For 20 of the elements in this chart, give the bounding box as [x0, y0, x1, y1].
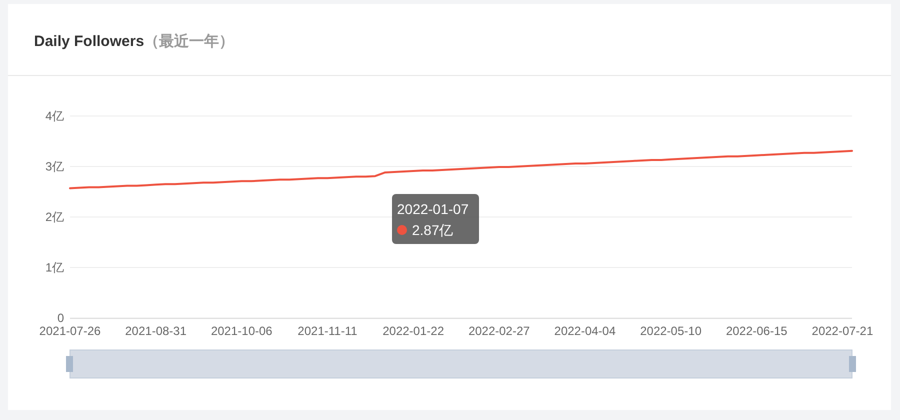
- x-tick-label: 2022-05-10: [640, 324, 702, 338]
- y-tick-label: 4亿: [45, 109, 64, 123]
- y-tick-label: 1亿: [45, 260, 64, 274]
- y-tick-label: 3亿: [45, 160, 64, 174]
- x-tick-label: 2021-07-26: [39, 324, 102, 338]
- y-tick-label: 0: [57, 311, 64, 325]
- line-series: [69, 150, 853, 190]
- x-tick-label: 2022-06-15: [726, 324, 788, 338]
- y-tick-label: 2亿: [45, 210, 64, 224]
- x-tick-label: 2022-07-21: [812, 324, 874, 338]
- x-tick-label: 2022-04-04: [554, 324, 616, 338]
- x-tick-label: 2022-01-22: [382, 324, 444, 338]
- x-tick-label: 2021-08-31: [125, 324, 187, 338]
- x-tick-label: 2021-11-11: [298, 324, 358, 338]
- chart-title: Daily Followers: [34, 33, 144, 50]
- x-tick-label: 2021-10-06: [210, 324, 273, 338]
- x-tick-label: 2022-02-27: [468, 324, 530, 338]
- chart-subtitle: （最近一年）: [144, 33, 234, 50]
- annotation: 2.87亿: [412, 222, 454, 238]
- annotation: 2022-01-07: [397, 201, 469, 217]
